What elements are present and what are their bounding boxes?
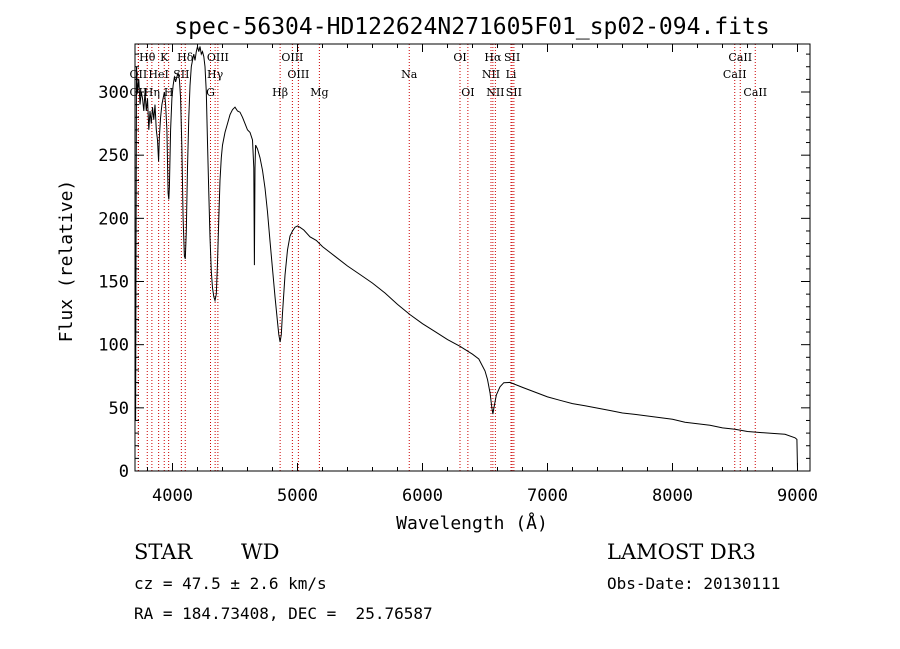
line-label: Li bbox=[506, 68, 517, 81]
line-label: OI bbox=[461, 86, 474, 99]
line-label: OIII bbox=[281, 51, 303, 64]
line-label: OII bbox=[130, 68, 148, 81]
line-label: Hβ bbox=[272, 86, 288, 99]
spectral-line-markers bbox=[137, 44, 756, 471]
x-tick-label: 4000 bbox=[152, 486, 193, 506]
spectrum-line bbox=[134, 46, 798, 469]
line-label: NII bbox=[486, 86, 504, 99]
x-tick-label: 6000 bbox=[402, 486, 443, 506]
x-tick-label: 8000 bbox=[652, 486, 693, 506]
line-label: H bbox=[164, 86, 174, 99]
line-label: Hδ bbox=[177, 51, 194, 64]
line-label: K bbox=[160, 51, 169, 64]
line-label: OI bbox=[453, 51, 466, 64]
x-tick-label: 5000 bbox=[277, 486, 318, 506]
coordinates: RA = 184.73408, DEC = 25.76587 bbox=[134, 604, 433, 623]
x-tick-label: 9000 bbox=[777, 486, 818, 506]
y-tick-label: 250 bbox=[98, 146, 129, 166]
line-label: SII bbox=[504, 51, 520, 64]
plot-frame bbox=[134, 43, 811, 472]
line-label: CaII bbox=[743, 86, 767, 99]
x-tick-label: 7000 bbox=[527, 486, 568, 506]
y-axis-label: Flux (relative) bbox=[56, 180, 77, 343]
line-label: SII bbox=[506, 86, 522, 99]
line-label: Hθ bbox=[139, 51, 156, 64]
redshift-cz: cz = 47.5 ± 2.6 km/s bbox=[134, 574, 327, 593]
line-label: CaII bbox=[728, 51, 752, 64]
line-label: Na bbox=[401, 68, 418, 81]
x-axis-label: Wavelength (Å) bbox=[396, 512, 548, 534]
line-label: Hη bbox=[144, 86, 160, 99]
line-label: G bbox=[206, 86, 215, 99]
line-label: OIII bbox=[207, 51, 229, 64]
y-axis-ticks: 0 50 100 150 200 250 300 bbox=[98, 53, 810, 482]
line-label: HeI bbox=[148, 68, 168, 81]
object-class: STAR bbox=[134, 540, 193, 564]
line-label: Hα bbox=[484, 51, 502, 64]
x-axis-ticks: 4000 5000 6000 7000 8000 9000 bbox=[147, 44, 818, 506]
y-tick-label: 100 bbox=[98, 336, 129, 356]
y-tick-label: 300 bbox=[98, 83, 129, 103]
line-label: Mg bbox=[310, 86, 328, 99]
y-tick-label: 0 bbox=[119, 462, 129, 482]
line-label: Hγ bbox=[207, 68, 224, 81]
line-label: NII bbox=[482, 68, 500, 81]
y-tick-label: 200 bbox=[98, 209, 129, 229]
object-subclass: WD bbox=[241, 540, 280, 564]
y-tick-label: 50 bbox=[109, 399, 129, 419]
y-tick-label: 150 bbox=[98, 273, 129, 293]
survey-name: LAMOST DR3 bbox=[607, 540, 756, 564]
line-label: OIII bbox=[287, 68, 309, 81]
chart-title: spec-56304-HD122624N271605F01_sp02-094.f… bbox=[174, 14, 769, 40]
line-label: SII bbox=[173, 68, 189, 81]
observation-date: Obs-Date: 20130111 bbox=[607, 574, 781, 593]
line-label: CaII bbox=[723, 68, 747, 81]
